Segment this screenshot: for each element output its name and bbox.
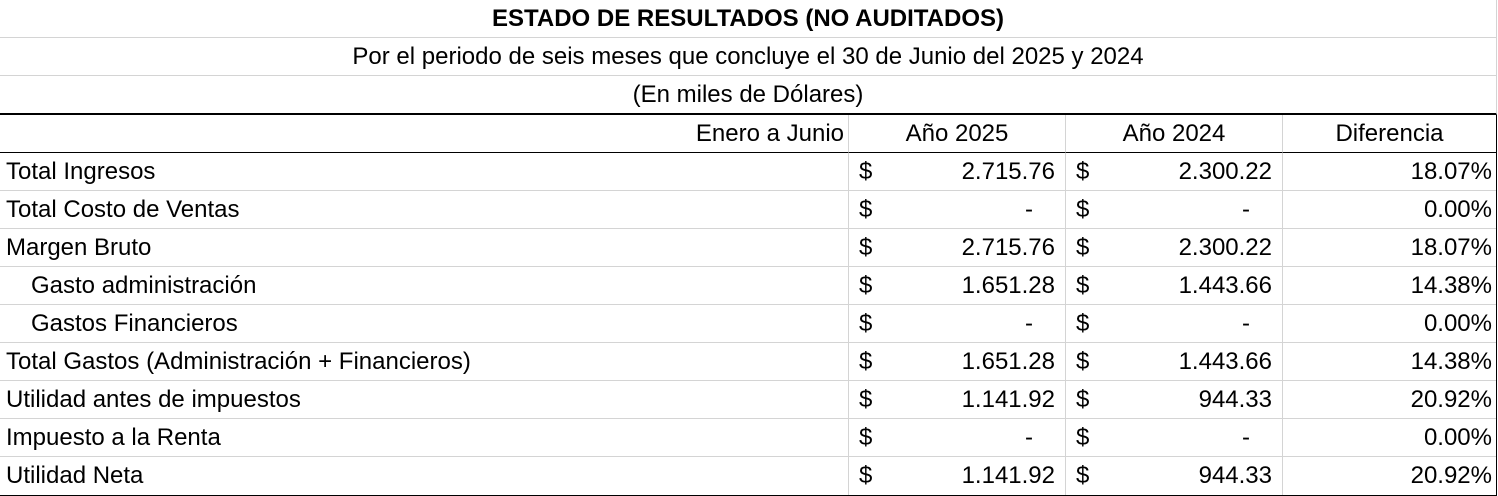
amount-value: 1.141.92 [961, 386, 1055, 413]
amount-value: 1.651.28 [961, 272, 1055, 299]
cell-year-2024[interactable]: $1.443.66 [1065, 343, 1282, 381]
cell-difference[interactable]: 0.00% [1282, 419, 1496, 457]
statement-period[interactable]: Por el periodo de seis meses que concluy… [0, 38, 1497, 76]
currency-symbol: $ [859, 196, 873, 223]
statement-units[interactable]: (En miles de Dólares) [0, 76, 1497, 115]
currency-symbol: $ [859, 348, 873, 375]
currency-symbol: $ [1076, 196, 1090, 223]
amount-value: - [1242, 196, 1250, 223]
currency-symbol: $ [859, 272, 873, 299]
cell-year-2024[interactable]: $ - [1065, 191, 1282, 229]
amount-value: 1.443.66 [1178, 348, 1272, 375]
currency-symbol: $ [1076, 348, 1090, 375]
cell-year-2025[interactable]: $ - [848, 305, 1065, 343]
cell-year-2024[interactable]: $944.33 [1065, 381, 1282, 419]
currency-symbol: $ [1076, 386, 1090, 413]
currency-symbol: $ [1076, 158, 1090, 185]
statement-title[interactable]: ESTADO DE RESULTADOS (NO AUDITADOS) [0, 0, 1497, 38]
row-label[interactable]: Impuesto a la Renta [0, 419, 848, 457]
amount-value: 1.651.28 [961, 348, 1055, 375]
row-label[interactable]: Utilidad antes de impuestos [0, 381, 848, 419]
currency-symbol: $ [1076, 310, 1090, 337]
cell-year-2024[interactable]: $ - [1065, 419, 1282, 457]
header-period[interactable]: Enero a Junio [0, 115, 848, 153]
cell-difference[interactable]: 20.92% [1282, 381, 1496, 419]
row-label[interactable]: Total Costo de Ventas [0, 191, 848, 229]
header-difference[interactable]: Diferencia [1282, 115, 1496, 153]
row-label[interactable]: Total Ingresos [0, 153, 848, 191]
cell-year-2024[interactable]: $ - [1065, 305, 1282, 343]
cell-difference[interactable]: 20.92% [1282, 457, 1496, 495]
amount-value: 2.715.76 [961, 158, 1055, 185]
cell-year-2025[interactable]: $1.141.92 [848, 457, 1065, 495]
currency-symbol: $ [1076, 424, 1090, 451]
amount-value: 2.715.76 [961, 234, 1055, 261]
row-label[interactable]: Total Gastos (Administración + Financier… [0, 343, 848, 381]
cell-year-2024[interactable]: $2.300.22 [1065, 153, 1282, 191]
cell-difference[interactable]: 0.00% [1282, 191, 1496, 229]
currency-symbol: $ [1076, 234, 1090, 261]
cell-year-2025[interactable]: $1.141.92 [848, 381, 1065, 419]
currency-symbol: $ [859, 158, 873, 185]
currency-symbol: $ [859, 234, 873, 261]
currency-symbol: $ [1076, 272, 1090, 299]
amount-value: 2.300.22 [1178, 158, 1272, 185]
cell-year-2024[interactable]: $1.443.66 [1065, 267, 1282, 305]
currency-symbol: $ [859, 386, 873, 413]
cell-year-2025[interactable]: $2.715.76 [848, 153, 1065, 191]
amount-value: - [1242, 424, 1250, 451]
amount-value: - [1025, 310, 1033, 337]
currency-symbol: $ [859, 310, 873, 337]
cell-year-2025[interactable]: $ - [848, 191, 1065, 229]
cell-year-2025[interactable]: $ - [848, 419, 1065, 457]
cell-difference[interactable]: 14.38% [1282, 343, 1496, 381]
row-label[interactable]: Gastos Financieros [0, 305, 848, 343]
header-year-2025[interactable]: Año 2025 [848, 115, 1065, 153]
cell-year-2024[interactable]: $2.300.22 [1065, 229, 1282, 267]
cell-year-2025[interactable]: $1.651.28 [848, 343, 1065, 381]
results-table: Enero a Junio Año 2025 Año 2024 Diferenc… [0, 115, 1497, 496]
amount-value: 1.443.66 [1178, 272, 1272, 299]
amount-value: 944.33 [1198, 462, 1272, 489]
cell-difference[interactable]: 14.38% [1282, 267, 1496, 305]
amount-value: - [1242, 310, 1250, 337]
cell-difference[interactable]: 0.00% [1282, 305, 1496, 343]
amount-value: 944.33 [1198, 386, 1272, 413]
row-label[interactable]: Margen Bruto [0, 229, 848, 267]
row-label[interactable]: Gasto administración [0, 267, 848, 305]
amount-value: - [1025, 196, 1033, 223]
row-label[interactable]: Utilidad Neta [6, 462, 144, 489]
currency-symbol: $ [1076, 462, 1090, 489]
cell-year-2024[interactable]: $944.33 [1065, 457, 1282, 495]
currency-symbol: $ [859, 462, 873, 489]
currency-symbol: $ [859, 424, 873, 451]
amount-value: 2.300.22 [1178, 234, 1272, 261]
header-year-2024[interactable]: Año 2024 [1065, 115, 1282, 153]
cell-year-2025[interactable]: $2.715.76 [848, 229, 1065, 267]
cell-difference[interactable]: 18.07% [1282, 153, 1496, 191]
amount-value: 1.141.92 [961, 462, 1055, 489]
cell-difference[interactable]: 18.07% [1282, 229, 1496, 267]
amount-value: - [1025, 424, 1033, 451]
cell-year-2025[interactable]: $1.651.28 [848, 267, 1065, 305]
